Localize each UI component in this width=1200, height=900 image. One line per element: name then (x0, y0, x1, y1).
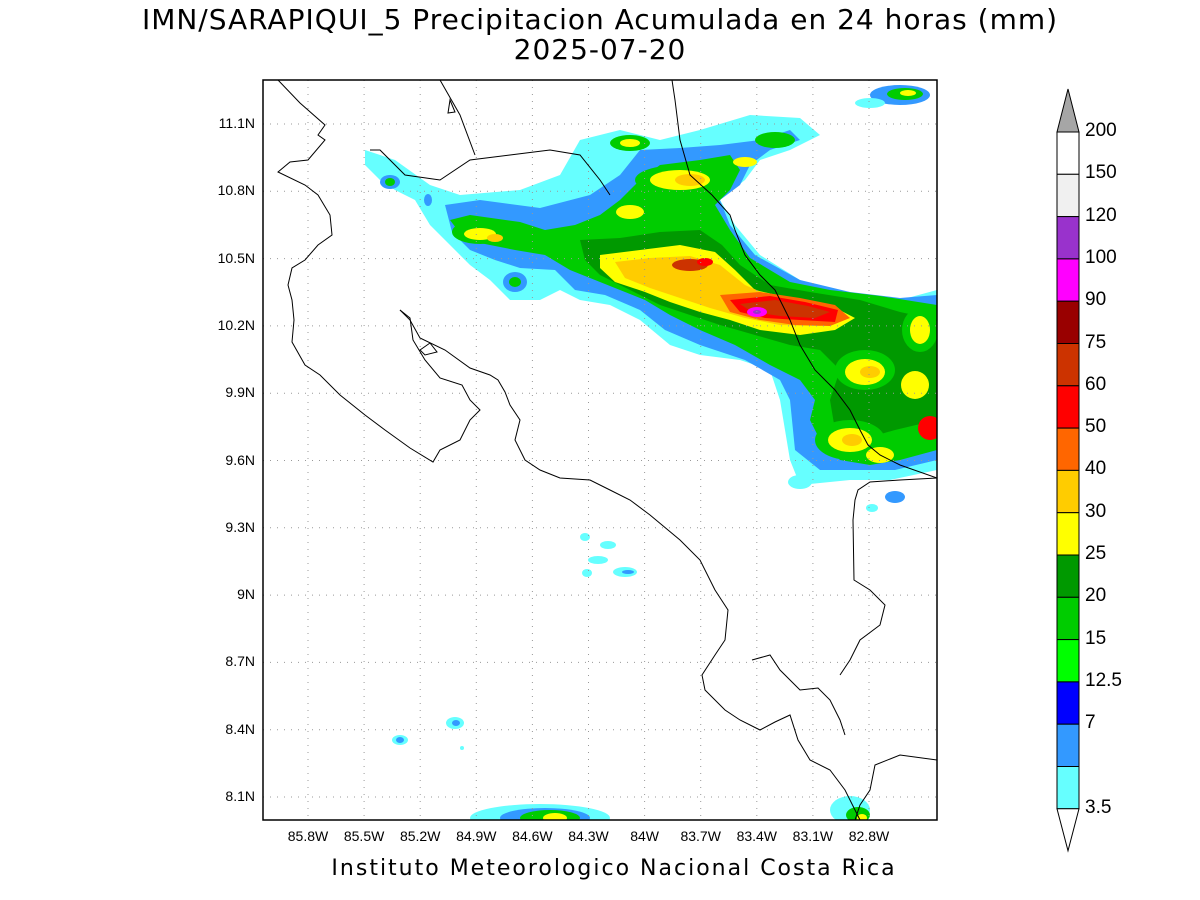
colorbar-label: 15 (1085, 627, 1107, 649)
colorbar-segment (1056, 427, 1080, 471)
colorbar-label: 50 (1085, 416, 1107, 438)
lon-label: 82.8W (848, 828, 890, 844)
lat-label: 8.1N (225, 788, 255, 804)
lon-label: 84W (630, 828, 659, 844)
lake-border (370, 149, 611, 196)
burica-coast (854, 754, 937, 820)
colorbar-segment (1056, 512, 1080, 556)
colorbar-label: 60 (1085, 373, 1107, 395)
colorbar (1056, 88, 1080, 853)
lat-label: 8.4N (225, 720, 255, 737)
lat-label: 9.9N (225, 384, 255, 401)
lon-label: 83.4W (736, 828, 778, 844)
colorbar-segment (1056, 258, 1080, 302)
colorbar-label: 3.5 (1085, 796, 1112, 818)
lat-lon-grid (263, 80, 937, 820)
footer-credit: Instituto Meteorologico Nacional Costa R… (331, 856, 897, 881)
lat-label: 9N (237, 586, 255, 603)
lon-label: 83.7W (680, 828, 721, 844)
colorbar-label: 7 (1085, 712, 1096, 734)
osa-peninsula (751, 654, 846, 736)
lat-label: 11.1N (218, 115, 255, 131)
lon-label: 85.2W (399, 828, 441, 844)
colorbar-label: 120 (1085, 204, 1117, 226)
colorbar-segment (1056, 216, 1080, 260)
peninsula-inlet (419, 342, 438, 356)
lat-label: 10.2N (217, 316, 255, 333)
colorbar-segment (1056, 343, 1080, 387)
colorbar-segment (1056, 766, 1080, 810)
colorbar-label: 75 (1085, 331, 1107, 353)
lon-label: 85.5W (343, 828, 385, 844)
map-title: IMN/SARAPIQUI_5 Precipitacion Acumulada … (141, 3, 1059, 36)
colorbar-segment (1056, 723, 1080, 768)
lat-label: 10.5N (217, 249, 255, 266)
lat-label: 9.3N (225, 518, 255, 535)
colorbar-label: 40 (1085, 458, 1107, 480)
lat-label: 9.6N (225, 451, 255, 468)
colorbar-segment (1056, 596, 1080, 641)
colorbar-segment (1056, 385, 1080, 429)
lon-label: 84.9W (456, 828, 497, 844)
lat-label: 10.8N (217, 182, 255, 199)
coastlines (277, 80, 937, 820)
colorbar-label: 90 (1085, 289, 1107, 311)
pacific-coast (399, 309, 861, 820)
colorbar-segment (1056, 681, 1080, 725)
border-north (439, 80, 476, 156)
island-small (447, 98, 456, 114)
nicaragua-coast (277, 80, 481, 463)
lat-label: 8.7N (225, 653, 255, 670)
colorbar-label: 30 (1085, 500, 1107, 522)
colorbar-segment (1056, 469, 1080, 514)
map-date: 2025-07-20 (513, 33, 687, 66)
colorbar-label: 25 (1085, 543, 1107, 564)
colorbar-label: 100 (1085, 246, 1117, 268)
colorbar-label: 200 (1085, 120, 1117, 141)
colorbar-top-triangle (1056, 88, 1080, 133)
lon-label: 83.1W (792, 828, 834, 844)
lon-label: 84.6W (512, 828, 553, 844)
colorbar-bottom-triangle (1056, 808, 1080, 853)
colorbar-label: 20 (1085, 585, 1107, 607)
colorbar-segment (1056, 131, 1080, 175)
lon-label: 84.3W (568, 828, 609, 844)
colorbar-segment (1056, 173, 1080, 218)
colorbar-segment (1056, 639, 1080, 683)
colorbar-segment (1056, 300, 1080, 345)
lon-label: 85.8W (287, 828, 329, 844)
map-frame (262, 79, 938, 821)
caribbean-coast-panama (839, 477, 937, 676)
precipitation-field (365, 85, 937, 820)
colorbar-segment (1056, 554, 1080, 598)
colorbar-label: 150 (1085, 162, 1117, 184)
colorbar-label: 12.5 (1085, 669, 1122, 691)
costa-rica-panama-border (671, 80, 937, 479)
